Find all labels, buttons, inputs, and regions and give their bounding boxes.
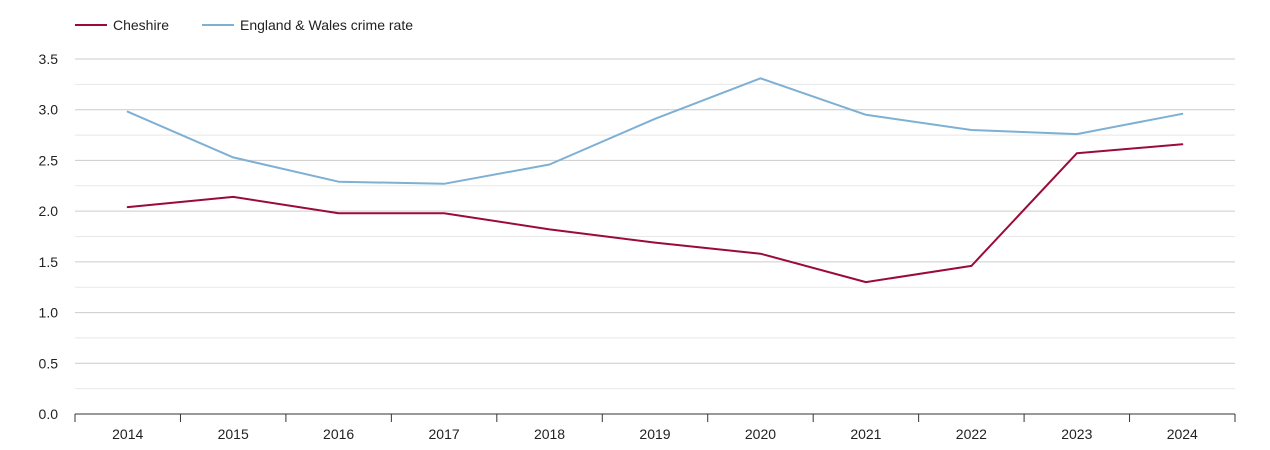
y-tick-label: 2.0: [39, 203, 59, 219]
x-tick-label: 2015: [218, 426, 249, 442]
y-tick-label: 1.5: [39, 254, 59, 270]
legend-item-england-wales[interactable]: England & Wales crime rate: [202, 17, 413, 33]
legend-label-england-wales: England & Wales crime rate: [240, 17, 413, 33]
x-tick-label: 2020: [745, 426, 776, 442]
data-point-cheshire[interactable]: [1179, 141, 1185, 147]
data-point-cheshire[interactable]: [547, 226, 553, 232]
y-tick-label: 3.0: [39, 102, 59, 118]
series-lines: [125, 75, 1185, 285]
legend-item-cheshire[interactable]: Cheshire: [75, 17, 169, 33]
data-point-cheshire[interactable]: [968, 263, 974, 269]
x-tick-label: 2023: [1061, 426, 1092, 442]
data-point-england-wales-crime-rate[interactable]: [336, 179, 342, 185]
data-point-england-wales-crime-rate[interactable]: [1179, 111, 1185, 117]
data-point-england-wales-crime-rate[interactable]: [968, 127, 974, 133]
data-point-cheshire[interactable]: [336, 210, 342, 216]
data-point-cheshire[interactable]: [863, 279, 869, 285]
data-point-cheshire[interactable]: [441, 210, 447, 216]
x-tick-label: 2019: [639, 426, 670, 442]
series-line-england-wales-crime-rate[interactable]: [126, 77, 1184, 185]
data-point-cheshire[interactable]: [1074, 150, 1080, 156]
data-point-england-wales-crime-rate[interactable]: [441, 181, 447, 187]
x-tick-label: 2021: [850, 426, 881, 442]
data-point-england-wales-crime-rate[interactable]: [125, 109, 131, 115]
data-point-england-wales-crime-rate[interactable]: [1074, 131, 1080, 137]
x-axis: 2014 2015 2016 2017 2018 2019 2020 2021 2022 2023…: [74, 413, 1236, 442]
data-point-england-wales-crime-rate[interactable]: [863, 112, 869, 118]
x-tick-label: 2018: [534, 426, 565, 442]
y-tick-label: 0.5: [39, 355, 59, 371]
y-axis: 0.0 0.5 1.0 1.5 2.0 2.5 3.0 3.5: [39, 51, 59, 422]
legend-label-cheshire: Cheshire: [113, 17, 169, 33]
y-tick-label: 3.5: [39, 51, 59, 67]
y-tick-label: 2.5: [39, 152, 59, 168]
gridlines: [75, 58, 1235, 390]
data-point-cheshire[interactable]: [652, 240, 658, 246]
data-point-cheshire[interactable]: [757, 251, 763, 257]
data-point-england-wales-crime-rate[interactable]: [230, 154, 236, 160]
x-tick-label: 2022: [956, 426, 987, 442]
y-tick-label: 0.0: [39, 406, 59, 422]
x-tick-label: 2014: [112, 426, 143, 442]
legend: Cheshire England & Wales crime rate: [75, 17, 413, 33]
x-tick-label: 2024: [1167, 426, 1198, 442]
data-point-england-wales-crime-rate[interactable]: [757, 75, 763, 81]
x-tick-label: 2017: [429, 426, 460, 442]
data-point-cheshire[interactable]: [230, 194, 236, 200]
data-point-england-wales-crime-rate[interactable]: [547, 161, 553, 167]
y-tick-label: 1.0: [39, 305, 59, 321]
x-tick-label: 2016: [323, 426, 354, 442]
series-line-cheshire[interactable]: [126, 143, 1184, 284]
data-point-england-wales-crime-rate[interactable]: [652, 116, 658, 122]
data-point-cheshire[interactable]: [125, 204, 131, 210]
